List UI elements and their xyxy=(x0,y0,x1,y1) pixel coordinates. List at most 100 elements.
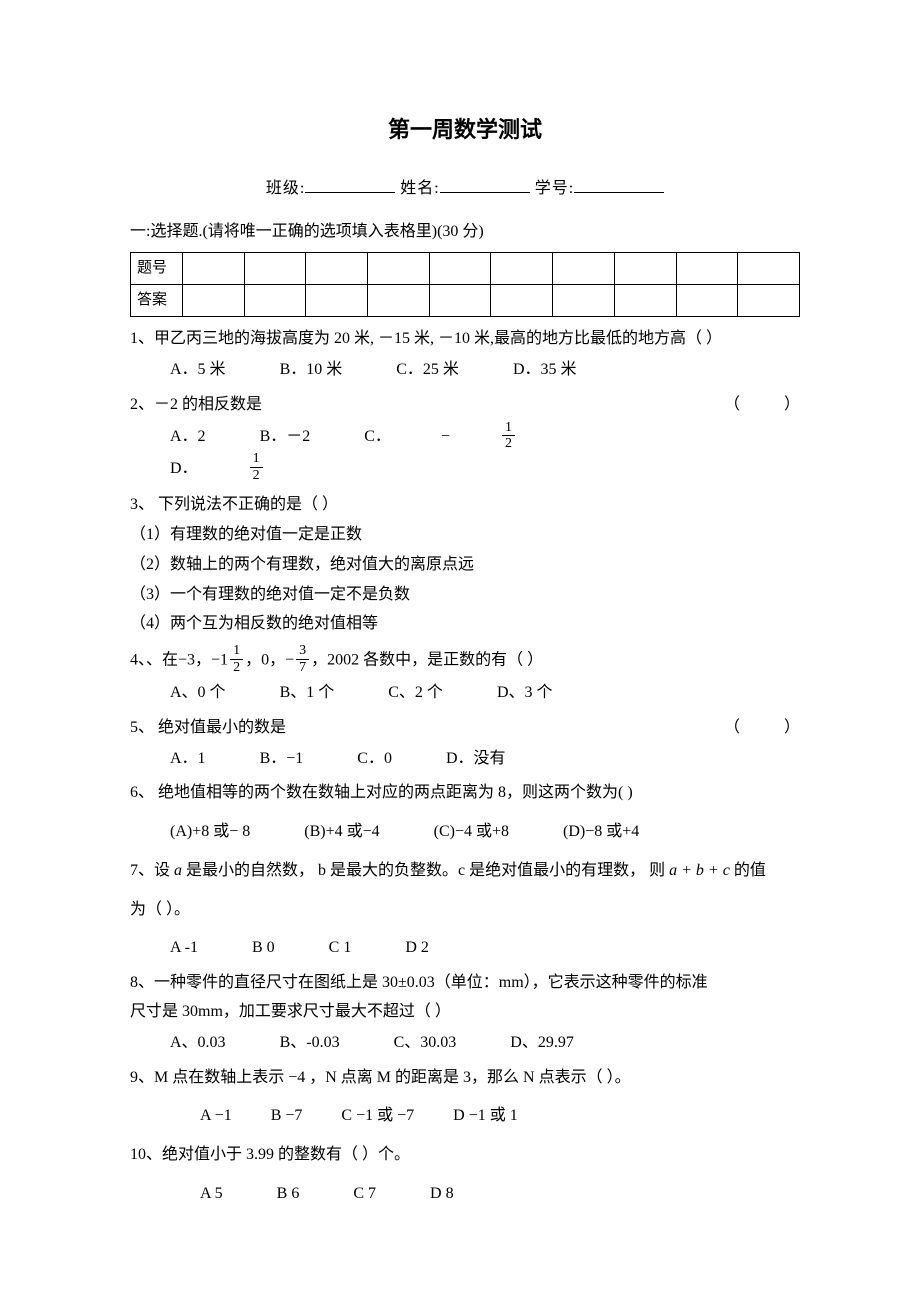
answer-cell[interactable] xyxy=(368,253,430,285)
q4-post: ，2002 各数中，是正数的有（ ） xyxy=(311,652,543,669)
option-a: A、0.03 xyxy=(170,1029,226,1058)
q4-text: 4、、在−3，−112，0，−37，2002 各数中，是正数的有（ ） xyxy=(130,645,800,677)
option-d: D、29.97 xyxy=(510,1029,574,1058)
option-a: A −1 xyxy=(200,1102,232,1131)
statement-4: （4）两个互为相反数的绝对值相等 xyxy=(130,610,800,639)
name-blank[interactable] xyxy=(440,177,530,193)
option-d: (D)−8 或+4 xyxy=(563,818,639,847)
answer-cell[interactable] xyxy=(306,285,368,317)
q7-line1: 7、设 a 是最小的自然数， b 是最大的负整数。c 是绝对值最小的有理数， 则… xyxy=(130,857,800,886)
option-b: B 0 xyxy=(252,934,275,963)
answer-cell[interactable] xyxy=(491,285,553,317)
id-blank[interactable] xyxy=(574,177,664,193)
question-9: 9、M 点在数轴上表示 −4 ，N 点离 M 的距离是 3，那么 N 点表示（ … xyxy=(130,1064,800,1132)
neg-sign: − xyxy=(441,423,450,452)
var-a: a xyxy=(174,862,182,879)
question-1: 1、甲乙丙三地的海拔高度为 20 米, －15 米, －10 米,最高的地方比最… xyxy=(130,325,800,385)
question-5: 5、 绝对值最小的数是 （ ） A．1 B．−1 C．0 D．没有 xyxy=(130,714,800,774)
option-c: C −1 或 −7 xyxy=(341,1102,414,1131)
table-row: 题号 xyxy=(131,253,800,285)
q5-stem: 5、 绝对值最小的数是 xyxy=(130,719,286,736)
option-b: B、-0.03 xyxy=(280,1029,340,1058)
answer-cell[interactable] xyxy=(553,285,615,317)
q8-line2: 尺寸是 30mm，加工要求尺寸最大不超过（ ） xyxy=(130,998,800,1027)
q3-text: 3、 下列说法不正确的是（ ） xyxy=(130,491,800,520)
option-a: A -1 xyxy=(170,934,198,963)
q9-options: A −1 B −7 C −1 或 −7 D −1 或 1 xyxy=(130,1102,800,1131)
option-c: C．−12 xyxy=(364,422,615,454)
option-d: D．35 米 xyxy=(513,356,577,385)
q7-options: A -1 B 0 C 1 D 2 xyxy=(130,934,800,963)
q7-mid2: 的值 xyxy=(730,862,766,879)
q4-neg1: −1 xyxy=(211,652,228,669)
answer-cell[interactable] xyxy=(244,253,306,285)
question-8: 8、一种零件的直径尺寸在图纸上是 30±0.03（单位：mm），它表示这种零件的… xyxy=(130,969,800,1057)
option-b: B 6 xyxy=(277,1180,300,1209)
q7-pre: 7、设 xyxy=(130,862,174,879)
option-a: A 5 xyxy=(200,1180,223,1209)
question-4: 4、、在−3，−112，0，−37，2002 各数中，是正数的有（ ） A、0 … xyxy=(130,645,800,708)
answer-cell[interactable] xyxy=(614,285,676,317)
d-pre: D． xyxy=(170,455,198,484)
q4-neg: − xyxy=(285,652,294,669)
option-b: B．－2 xyxy=(260,423,311,452)
q6-text: 6、 绝地值相等的两个数在数轴上对应的两点距离为 8，则这两个数为( ) xyxy=(130,779,800,808)
option-d: D 2 xyxy=(405,934,429,963)
option-a: A、0 个 xyxy=(170,679,226,708)
statement-3: （3）一个有理数的绝对值一定不是负数 xyxy=(130,581,800,610)
q7-mid1: 是最小的自然数， b 是最大的负整数。c 是绝对值最小的有理数， 则 xyxy=(182,862,669,879)
class-blank[interactable] xyxy=(305,177,395,193)
answer-cell[interactable] xyxy=(368,285,430,317)
answer-cell[interactable] xyxy=(738,253,800,285)
q1-options: A．5 米 B．10 米 C．25 米 D．35 米 xyxy=(130,356,800,385)
q2-stem: 2、－2 的相反数是 xyxy=(130,396,262,413)
q8-line1: 8、一种零件的直径尺寸在图纸上是 30±0.03（单位：mm），它表示这种零件的… xyxy=(130,969,800,998)
answer-cell[interactable] xyxy=(553,253,615,285)
option-b: B．10 米 xyxy=(280,356,343,385)
option-d: D、3 个 xyxy=(497,679,553,708)
answer-cell[interactable] xyxy=(676,285,738,317)
answer-cell[interactable] xyxy=(676,253,738,285)
option-b: B．−1 xyxy=(260,745,304,774)
option-d: D．没有 xyxy=(446,745,506,774)
page-title: 第一周数学测试 xyxy=(130,110,800,150)
answer-cell[interactable] xyxy=(429,253,491,285)
answer-cell[interactable] xyxy=(244,285,306,317)
q10-options: A 5 B 6 C 7 D 8 xyxy=(130,1180,800,1209)
student-info-line: 班级: 姓名: 学号: xyxy=(130,175,800,204)
option-b: B、1 个 xyxy=(280,679,335,708)
table-row: 答案 xyxy=(131,285,800,317)
option-a: (A)+8 或− 8 xyxy=(170,818,250,847)
q2-text: 2、－2 的相反数是 （ ） xyxy=(130,391,800,420)
var-expr: a + b + c xyxy=(669,862,730,879)
option-c: C、2 个 xyxy=(388,679,443,708)
q10-text: 10、绝对值小于 3.99 的整数有（ ）个。 xyxy=(130,1141,800,1170)
answer-cell[interactable] xyxy=(183,253,245,285)
section-1-heading: 一:选择题.(请将唯一正确的选项填入表格里)(30 分) xyxy=(130,218,800,247)
answer-cell[interactable] xyxy=(429,285,491,317)
q3-statements: （1）有理数的绝对值一定是正数 （2）数轴上的两个有理数，绝对值大的离原点远 （… xyxy=(130,521,800,639)
option-b: B −7 xyxy=(271,1102,303,1131)
q5-paren: （ ） xyxy=(724,714,800,743)
option-a: A．5 米 xyxy=(170,356,226,385)
statement-1: （1）有理数的绝对值一定是正数 xyxy=(130,521,800,550)
answer-cell[interactable] xyxy=(183,285,245,317)
q6-options: (A)+8 或− 8 (B)+4 或−4 (C)−4 或+8 (D)−8 或+4 xyxy=(130,818,800,847)
q2-options: A．2 B．－2 C．−12 D．12 xyxy=(130,422,800,486)
q1-text: 1、甲乙丙三地的海拔高度为 20 米, －15 米, －10 米,最高的地方比最… xyxy=(130,325,800,354)
answer-cell[interactable] xyxy=(306,253,368,285)
question-3: 3、 下列说法不正确的是（ ） （1）有理数的绝对值一定是正数 （2）数轴上的两… xyxy=(130,491,800,639)
answer-cell[interactable] xyxy=(614,253,676,285)
answer-cell[interactable] xyxy=(738,285,800,317)
option-c: C．0 xyxy=(357,745,392,774)
id-label: 学号: xyxy=(535,180,574,197)
option-a: A．1 xyxy=(170,745,206,774)
option-c: C．25 米 xyxy=(396,356,459,385)
option-c: C 7 xyxy=(353,1180,376,1209)
q4-options: A、0 个 B、1 个 C、2 个 D、3 个 xyxy=(130,679,800,708)
answer-cell[interactable] xyxy=(491,253,553,285)
q7-line2: 为（ ）。 xyxy=(130,896,800,925)
row-label: 题号 xyxy=(131,253,183,285)
row-label: 答案 xyxy=(131,285,183,317)
fraction: 12 xyxy=(502,420,565,452)
